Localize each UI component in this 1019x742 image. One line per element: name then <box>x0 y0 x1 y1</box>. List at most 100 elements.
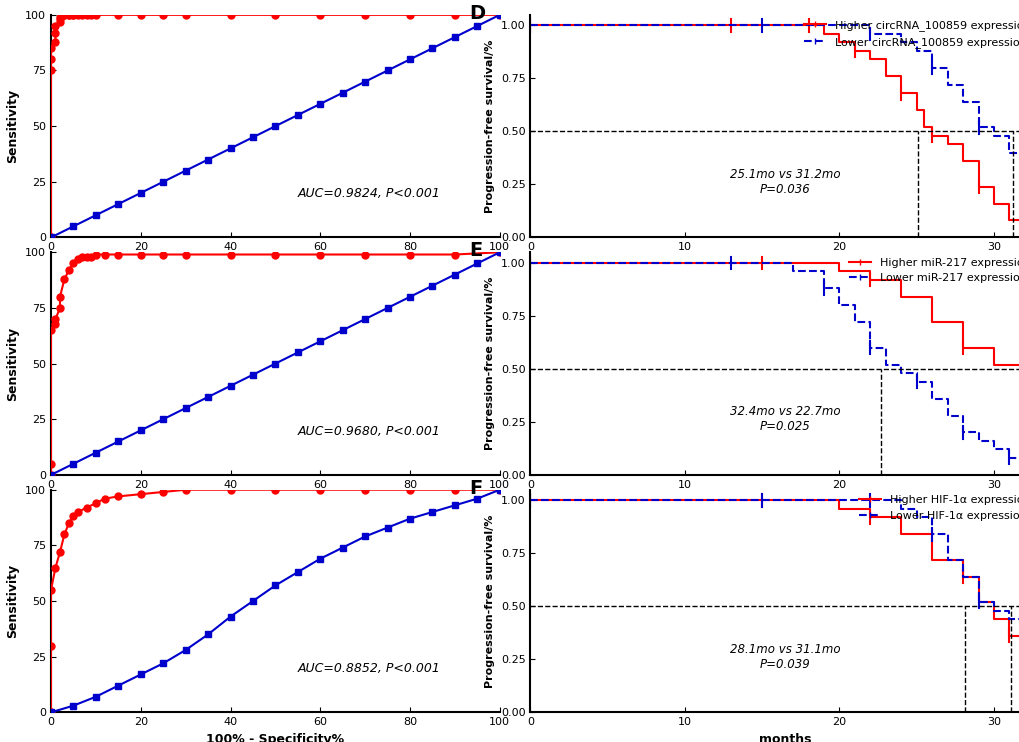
Text: E: E <box>469 241 482 260</box>
Lower miR-217 expression <box>848 318 860 326</box>
Higher circRNA_100859 expression <box>863 55 875 64</box>
Higher circRNA_100859 expression <box>817 30 829 39</box>
Lower circRNA_100859 expression <box>601 21 613 30</box>
Higher circRNA_100859 expression <box>1018 225 1019 234</box>
Higher circRNA_100859 expression <box>725 21 737 30</box>
Text: AUC=0.8852, P<0.001: AUC=0.8852, P<0.001 <box>298 663 440 675</box>
Higher HIF-1α expression <box>601 496 613 505</box>
Higher miR-217 expression <box>802 258 814 267</box>
Lower HIF-1α expression <box>1003 614 1015 623</box>
Higher circRNA_100859 expression <box>941 139 953 148</box>
Lower HIF-1α expression <box>601 496 613 505</box>
Legend: Higher HIF-1α expression, Lower HIF-1α expression: Higher HIF-1α expression, Lower HIF-1α e… <box>853 490 1019 525</box>
Y-axis label: Progression-free survival/%: Progression-free survival/% <box>485 39 495 213</box>
Lower HIF-1α expression <box>956 572 968 581</box>
Higher circRNA_100859 expression <box>833 38 845 47</box>
Legend: Higher circRNA_100859 expression, Lower circRNA_100859 expression: Higher circRNA_100859 expression, Lower … <box>799 16 1019 52</box>
Lower miR-217 expression <box>910 377 922 386</box>
Text: 25.1mo vs 31.2mo
P=0.036: 25.1mo vs 31.2mo P=0.036 <box>730 168 840 196</box>
Higher HIF-1α expression <box>987 614 1000 623</box>
Higher miR-217 expression <box>987 360 1000 369</box>
Text: D: D <box>469 4 485 23</box>
Higher circRNA_100859 expression <box>848 47 860 56</box>
Lower circRNA_100859 expression <box>755 21 767 30</box>
Line: Lower miR-217 expression: Lower miR-217 expression <box>530 263 1019 475</box>
Lower miR-217 expression <box>863 344 875 352</box>
Higher HIF-1α expression <box>1003 631 1015 640</box>
Lower circRNA_100859 expression <box>524 21 536 30</box>
Higher circRNA_100859 expression <box>971 182 983 191</box>
Lower circRNA_100859 expression <box>987 131 1000 140</box>
Lower miR-217 expression <box>941 411 953 420</box>
Lower circRNA_100859 expression <box>925 63 937 72</box>
Lower miR-217 expression <box>679 258 691 267</box>
X-axis label: months: months <box>758 733 811 742</box>
Lower HIF-1α expression <box>895 505 907 513</box>
Text: 28.1mo vs 31.1mo
P=0.039: 28.1mo vs 31.1mo P=0.039 <box>730 643 840 671</box>
Higher miR-217 expression <box>679 258 691 267</box>
X-axis label: months: months <box>758 496 811 508</box>
Lower HIF-1α expression <box>833 496 845 505</box>
Lower circRNA_100859 expression <box>863 30 875 39</box>
Higher HIF-1α expression <box>1018 649 1019 657</box>
Lower circRNA_100859 expression <box>1003 148 1015 157</box>
Line: Lower circRNA_100859 expression: Lower circRNA_100859 expression <box>530 25 1019 170</box>
Lower miR-217 expression <box>725 258 737 267</box>
Lower miR-217 expression <box>755 258 767 267</box>
Text: F: F <box>469 479 482 498</box>
Higher circRNA_100859 expression <box>787 21 799 30</box>
Y-axis label: Sensitivity: Sensitivity <box>6 89 19 163</box>
Higher circRNA_100859 expression <box>755 21 767 30</box>
Higher miR-217 expression <box>601 258 613 267</box>
Lower miR-217 expression <box>817 284 829 293</box>
Higher circRNA_100859 expression <box>524 21 536 30</box>
Higher circRNA_100859 expression <box>917 122 929 131</box>
Y-axis label: Progression-free survival/%: Progression-free survival/% <box>485 277 495 450</box>
Lower miR-217 expression <box>1018 462 1019 471</box>
Higher circRNA_100859 expression <box>910 106 922 115</box>
Higher miR-217 expression <box>925 318 937 326</box>
Lower HIF-1α expression <box>971 597 983 606</box>
Higher HIF-1α expression <box>679 496 691 505</box>
Lower circRNA_100859 expression <box>679 21 691 30</box>
Higher HIF-1α expression <box>755 496 767 505</box>
Text: AUC=0.9680, P<0.001: AUC=0.9680, P<0.001 <box>298 425 440 438</box>
Higher miR-217 expression <box>755 258 767 267</box>
Higher miR-217 expression <box>833 267 845 276</box>
Lower miR-217 expression <box>878 360 891 369</box>
Lower miR-217 expression <box>524 258 536 267</box>
Lower HIF-1α expression <box>863 496 875 505</box>
Lower circRNA_100859 expression <box>895 38 907 47</box>
Y-axis label: Sensitivity: Sensitivity <box>6 564 19 638</box>
X-axis label: 100% - Specificity%: 100% - Specificity% <box>206 258 344 271</box>
Lower miR-217 expression <box>895 369 907 378</box>
Lower HIF-1α expression <box>987 606 1000 615</box>
Higher miR-217 expression <box>895 292 907 301</box>
Legend: Sensitivity%, Identity%: Sensitivity%, Identity% <box>541 258 650 300</box>
Higher circRNA_100859 expression <box>925 131 937 140</box>
Higher circRNA_100859 expression <box>802 21 814 30</box>
Text: AUC=0.9824, P<0.001: AUC=0.9824, P<0.001 <box>298 188 440 200</box>
Text: 32.4mo vs 22.7mo
P=0.025: 32.4mo vs 22.7mo P=0.025 <box>730 405 840 433</box>
Higher HIF-1α expression <box>802 496 814 505</box>
Higher HIF-1α expression <box>833 505 845 513</box>
Legend: Higher miR-217 expression, Lower miR-217 expression: Higher miR-217 expression, Lower miR-217… <box>844 253 1019 288</box>
Higher circRNA_100859 expression <box>956 157 968 165</box>
Lower HIF-1α expression <box>755 496 767 505</box>
Higher HIF-1α expression <box>971 597 983 606</box>
Higher circRNA_100859 expression <box>987 199 1000 208</box>
Lower miR-217 expression <box>925 394 937 403</box>
Lower HIF-1α expression <box>802 496 814 505</box>
Lower miR-217 expression <box>787 267 799 276</box>
X-axis label: 100% - Specificity%: 100% - Specificity% <box>206 496 344 508</box>
Higher HIF-1α expression <box>895 530 907 539</box>
Line: Lower HIF-1α expression: Lower HIF-1α expression <box>530 500 1019 636</box>
Lower circRNA_100859 expression <box>956 97 968 106</box>
Legend: Sensitivity%, Identity%: Sensitivity%, Identity% <box>541 21 650 62</box>
Higher circRNA_100859 expression <box>1003 216 1015 225</box>
Lower HIF-1α expression <box>1018 631 1019 640</box>
Higher circRNA_100859 expression <box>679 21 691 30</box>
Lower circRNA_100859 expression <box>802 21 814 30</box>
Lower HIF-1α expression <box>925 530 937 539</box>
Lower miR-217 expression <box>956 428 968 437</box>
